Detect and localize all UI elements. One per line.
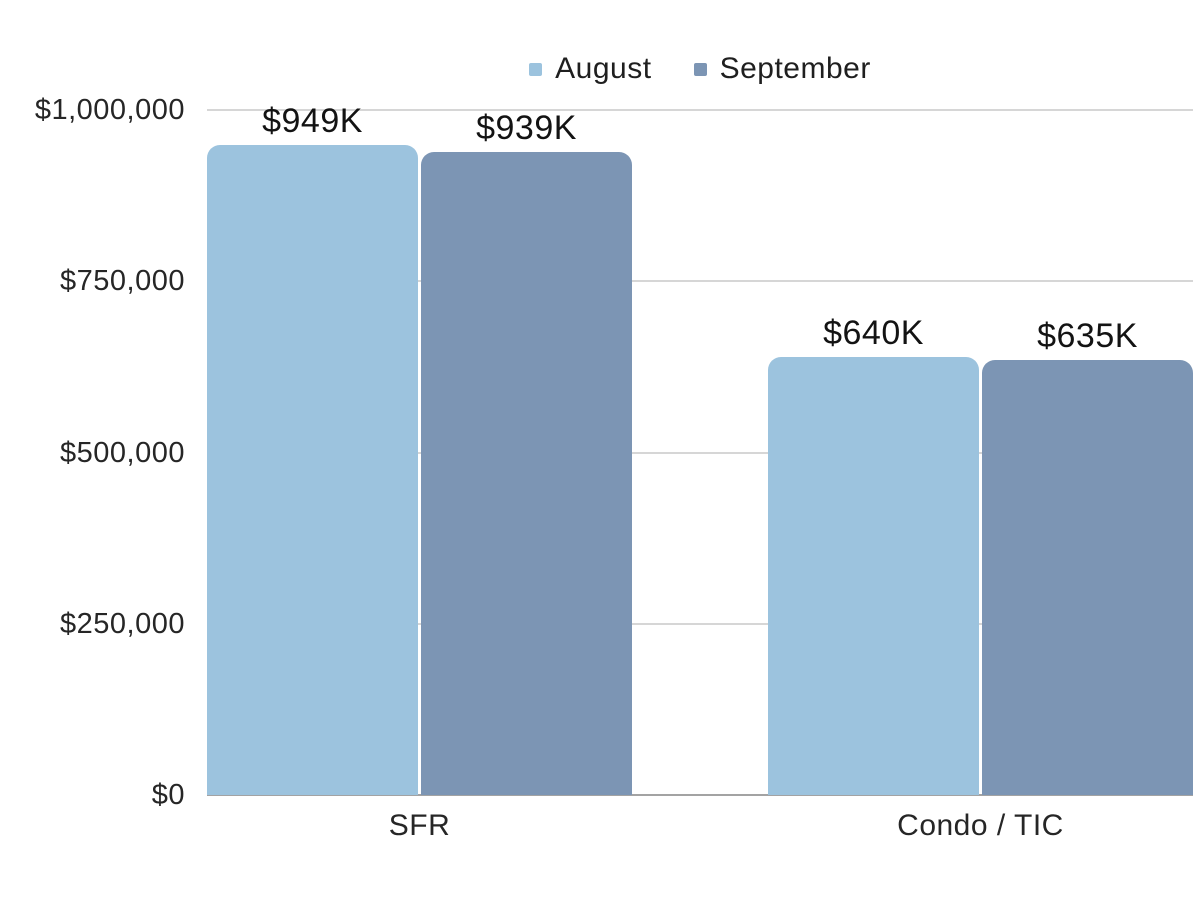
- y-tick-label: $1,000,000: [34, 94, 185, 126]
- gridline: [207, 109, 1193, 111]
- bar-august-condo-tic[interactable]: [768, 356, 979, 795]
- data-label-august-condo-tic: $640K: [823, 313, 924, 352]
- x-tick-label-condo-tic: Condo / TIC: [897, 809, 1064, 842]
- x-axis-line: [207, 794, 1193, 796]
- y-tick-label: $500,000: [60, 436, 185, 469]
- data-label-september-sfr: $939K: [476, 108, 577, 147]
- legend-item-september[interactable]: September: [693, 52, 871, 86]
- legend-item-august[interactable]: August: [529, 52, 651, 86]
- data-label-september-condo-tic: $635K: [1037, 317, 1138, 356]
- gridline: [207, 451, 1193, 454]
- gridline: [207, 280, 1193, 283]
- legend-label: September: [719, 52, 871, 85]
- bar-september-condo-tic[interactable]: [982, 360, 1193, 795]
- legend-label: August: [555, 52, 652, 85]
- bar-august-sfr[interactable]: [207, 144, 418, 795]
- legend-swatch-icon: [529, 62, 543, 76]
- y-tick-label: $750,000: [60, 265, 185, 298]
- x-tick-label-sfr: SFR: [388, 809, 451, 842]
- y-tick-label: $0: [151, 779, 185, 811]
- legend-swatch-icon: [693, 62, 707, 76]
- y-tick-label: $250,000: [60, 607, 185, 640]
- legend: August September: [207, 50, 1193, 88]
- gridline: [207, 622, 1193, 625]
- bar-september-sfr[interactable]: [421, 151, 632, 795]
- data-label-august-sfr: $949K: [262, 101, 363, 140]
